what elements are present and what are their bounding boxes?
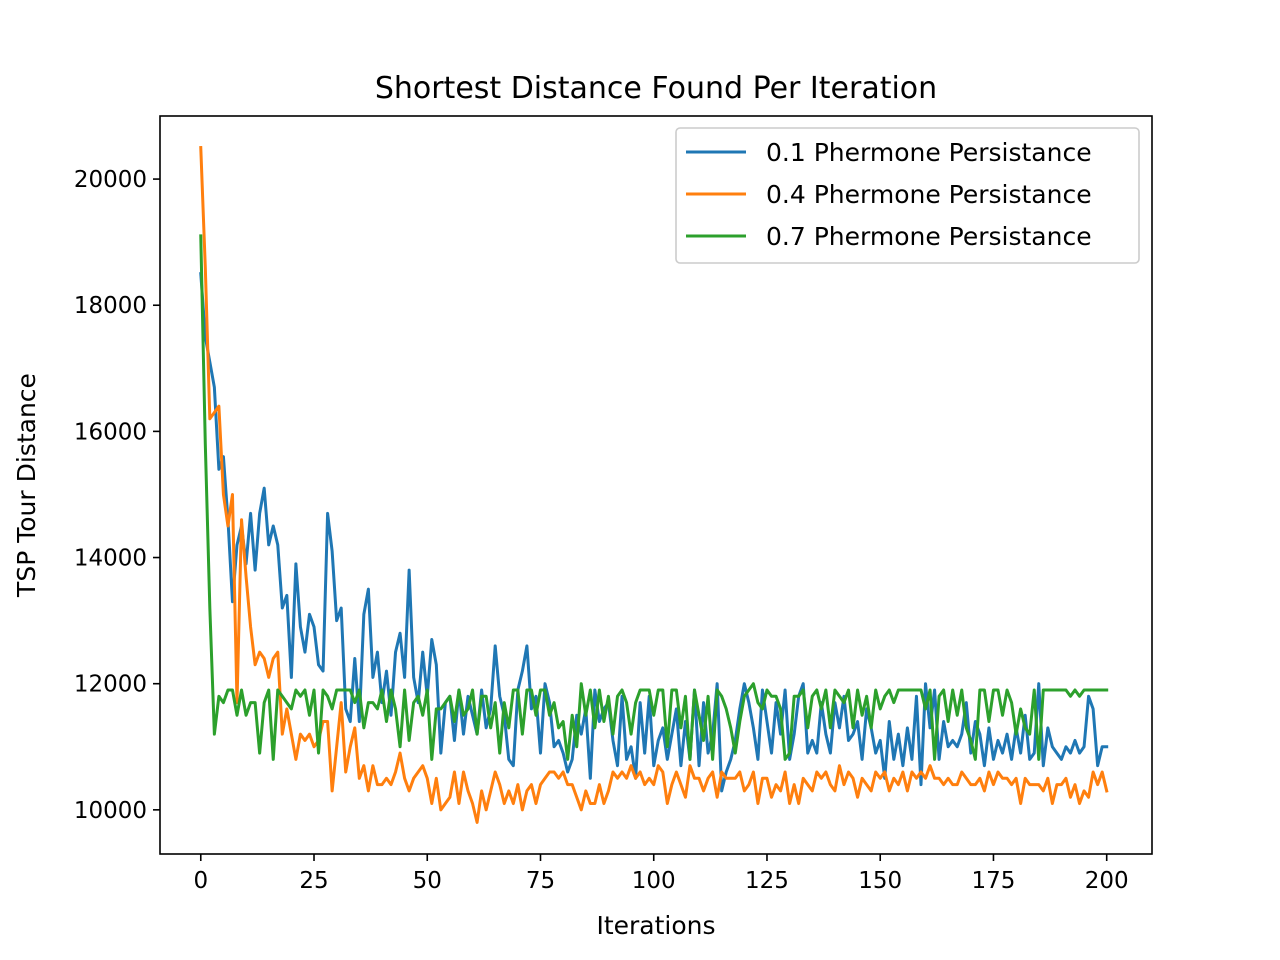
x-tick-label-0: 0: [193, 868, 208, 894]
y-axis-label: TSP Tour Distance: [12, 373, 41, 598]
series-line-2: [199, 234, 1109, 761]
x-tick-label-4: 100: [632, 868, 676, 894]
x-tick-label-6: 150: [858, 868, 902, 894]
x-tick-label-5: 125: [745, 868, 789, 894]
chart-title: Shortest Distance Found Per Iteration: [375, 71, 937, 106]
legend-label-0: 0.1 Phermone Persistance: [766, 138, 1092, 167]
y-tick-label-2: 14000: [74, 546, 147, 572]
y-axis-ticks: 10000 12000 14000 16000 18000 20000: [74, 167, 160, 824]
series-line-1: [199, 145, 1109, 824]
y-tick-label-4: 18000: [74, 293, 147, 319]
x-axis-ticks: 0 25 50 75 100 125 150 175 200: [193, 854, 1129, 894]
y-tick-label-0: 10000: [74, 798, 147, 824]
legend-label-1: 0.4 Phermone Persistance: [766, 180, 1092, 209]
legend-box: [675, 127, 1140, 264]
y-tick-label-3: 16000: [74, 419, 147, 445]
x-tick-label-7: 175: [972, 868, 1016, 894]
x-tick-label-2: 50: [413, 868, 442, 894]
x-tick-label-8: 200: [1085, 868, 1129, 894]
x-tick-label-1: 25: [299, 868, 328, 894]
x-axis-label: Iterations: [596, 911, 715, 940]
x-tick-label-3: 75: [526, 868, 555, 894]
y-tick-label-1: 12000: [74, 672, 147, 698]
legend: 0.1 Phermone Persistance 0.4 Phermone Pe…: [675, 127, 1140, 264]
plot-frame: [159, 115, 1153, 855]
legend-label-2: 0.7 Phermone Persistance: [766, 222, 1092, 251]
plot-lines: [199, 145, 1109, 824]
y-tick-label-5: 20000: [74, 167, 147, 193]
series-line-0: [199, 272, 1109, 793]
